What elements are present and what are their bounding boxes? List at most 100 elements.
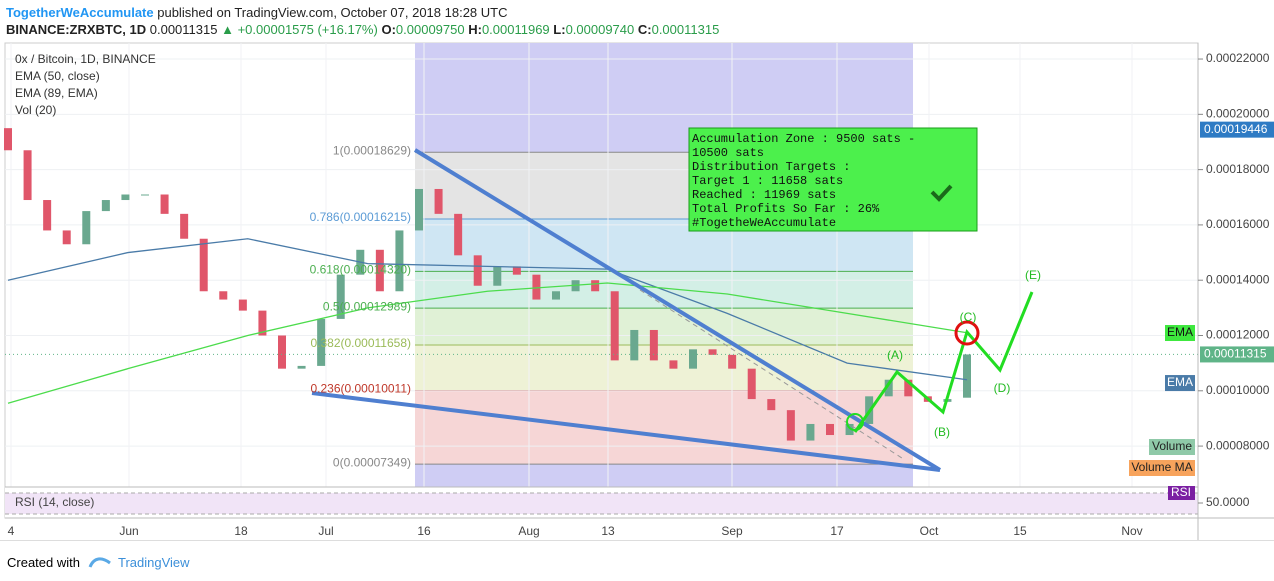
annotation [688,127,978,232]
check-icon [930,184,953,202]
ema-tag [1165,325,1195,342]
logo [88,557,111,568]
legend-entry: 0x / Bitcoin, 1D, BINANCE [15,52,156,66]
candle-body [199,238,208,292]
change: +0.00001575 (+16.17%) [237,22,378,37]
x-tick-label: Jul [318,524,333,538]
fib-zone [415,390,913,465]
volume-tag [1129,460,1195,476]
ema-line [7,238,968,381]
candle-body [258,310,267,336]
header-line: TogetherWeAccumulate published on Tradin… [6,4,719,21]
fib-label: 0.5(0.00012989) [323,299,411,313]
wave-label: (E) [1025,268,1041,282]
fib-label: 0.382(0.00011658) [310,336,411,350]
candle-body [336,274,345,319]
trend-line [311,391,941,472]
candle-body [512,266,521,275]
x-tick-label: 16 [417,524,431,538]
x-tick-label: Oct [920,524,939,538]
volume-tag-label: Volume MA [1131,460,1192,474]
annotation-line: Total Profits So Far : 26% [692,202,880,216]
target-marker [954,320,980,346]
candle-body [395,230,404,292]
header-line: BINANCE:ZRXBTC, 1D 0.00011315 ▲ +0.00001… [6,21,719,38]
grid [5,43,1198,518]
ohlc-label: L: [553,22,566,37]
candle-body [82,211,91,245]
y-tick-label: 0.00010000 [1206,383,1270,397]
candle-body [43,200,52,231]
x-tick-label: 15 [1013,524,1027,538]
candle-body [473,255,482,286]
fib-label: 1(0.00018629) [333,143,411,157]
x-tick-label: Jun [119,524,138,538]
candle-body [141,194,149,196]
rsi-band [5,493,1198,514]
price-tag [1200,121,1274,138]
fib-zone [415,308,913,345]
candle-body [434,188,443,214]
annotation-box [688,127,978,232]
annotation-line: Distribution Targets : [692,160,850,174]
candle-body [747,368,756,400]
x-tick-label: Nov [1121,524,1142,538]
symbol: BINANCE:ZRXBTC, 1D [6,22,147,37]
y-tick-label: 0.00022000 [1206,51,1270,65]
brand[interactable]: TradingView [118,555,190,570]
annotation-line: 10500 sats [692,146,764,160]
ohlc-value: 0.00011315 [651,22,720,37]
price-tag-label: 0.00011315 [1204,347,1267,361]
footer: Created with TradingView [0,540,1274,581]
candle-body [121,194,130,201]
candle-body [845,423,854,436]
arrow: ▲ [221,22,234,37]
candle-body [904,379,913,397]
candle-body [630,329,639,361]
wave-label: (C) [960,310,977,324]
y-tick-label: 0.00020000 [1206,106,1270,120]
candle-body [806,423,815,441]
candle-body [23,150,32,201]
volume-tag [1149,439,1195,455]
candle-body [591,280,600,292]
candle-body [963,354,971,398]
header: TogetherWeAccumulate published on Tradin… [6,4,719,38]
fib-label: 0.236(0.00010011) [310,382,411,396]
candle-body [238,299,247,311]
candle-body [532,274,541,300]
rsi-level-label: 50.0000 [1206,495,1250,509]
trend-line [413,148,942,472]
candle-body [101,200,110,212]
y-tick-label: 0.00014000 [1206,272,1270,286]
candle-body [884,379,893,397]
dashed-line [639,289,906,461]
last: 0.00011315 [149,22,218,37]
legend-entry: EMA (50, close) [15,69,100,83]
candle-body [786,410,795,441]
y-tick-label: 0.00018000 [1206,162,1270,176]
ema-line [7,282,968,404]
ema-tag [1165,375,1195,392]
candle-body [552,291,560,300]
y-tick-label: 0.00012000 [1206,328,1270,342]
annotation-line: Target 1 : 11658 sats [692,174,843,188]
rsi-tag-label: RSI [1171,485,1191,499]
candle-body [62,230,71,245]
x-tick-label: 13 [601,524,615,538]
annotation-line: #TogetheWeAccumulate [692,216,836,230]
candle-body [826,423,834,436]
x-tick-label: Aug [518,524,539,538]
candle-body [297,365,306,369]
candle-body [219,291,228,300]
ohlc-value: 0.00009740 [565,22,635,37]
candle-body [493,266,502,286]
ema-tag-label: EMA [1167,375,1193,389]
candle-body [728,354,737,369]
author[interactable]: TogetherWeAccumulate [6,5,154,20]
x-tick-label: 17 [830,524,844,538]
legend-entry: Vol (20) [15,103,56,117]
x-tick-label: 4 [8,524,15,538]
candle-body [454,213,463,256]
price-tag [1200,346,1274,363]
